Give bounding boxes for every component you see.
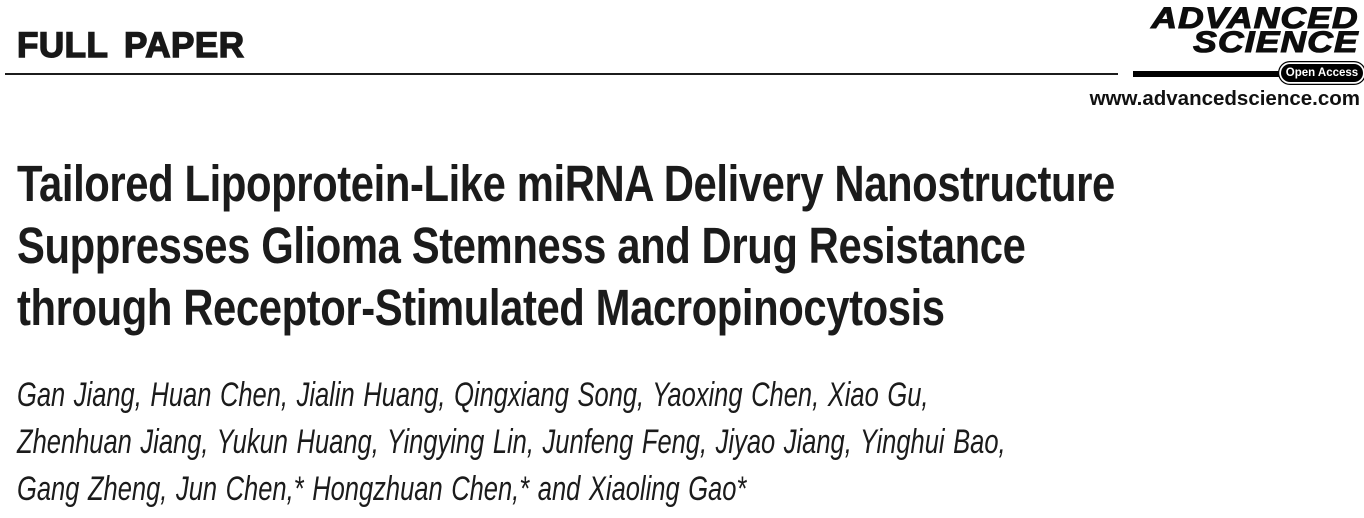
journal-logo-line2: SCIENCE bbox=[1193, 26, 1359, 59]
article-title-line2: Suppresses Glioma Stemness and Drug Resi… bbox=[17, 217, 1026, 274]
article-authors: Gan Jiang, Huan Chen, Jialin Huang, Qing… bbox=[17, 372, 1006, 513]
article-title: Tailored Lipoprotein-Like miRNA Delivery… bbox=[17, 153, 1115, 339]
author-line1: Gan Jiang, Huan Chen, Jialin Huang, Qing… bbox=[17, 376, 929, 414]
author-line2: Zhenhuan Jiang, Yukun Huang, Yingying Li… bbox=[17, 423, 1006, 461]
logo-underline-bar bbox=[1133, 71, 1296, 77]
journal-logo-line1: ADVANCED bbox=[1151, 2, 1359, 35]
section-label: FULL PAPER bbox=[16, 25, 245, 65]
article-title-line1: Tailored Lipoprotein-Like miRNA Delivery… bbox=[17, 155, 1115, 212]
article-title-line3: through Receptor-Stimulated Macropinocyt… bbox=[17, 279, 945, 336]
journal-website-url: www.advancedscience.com bbox=[1089, 87, 1360, 110]
journal-logo: ADVANCED SCIENCE bbox=[1151, 2, 1359, 59]
author-line3: Gang Zheng, Jun Chen,* Hongzhuan Chen,* … bbox=[17, 470, 747, 508]
header-rule bbox=[5, 73, 1118, 75]
open-access-badge: Open Access bbox=[1281, 64, 1363, 82]
